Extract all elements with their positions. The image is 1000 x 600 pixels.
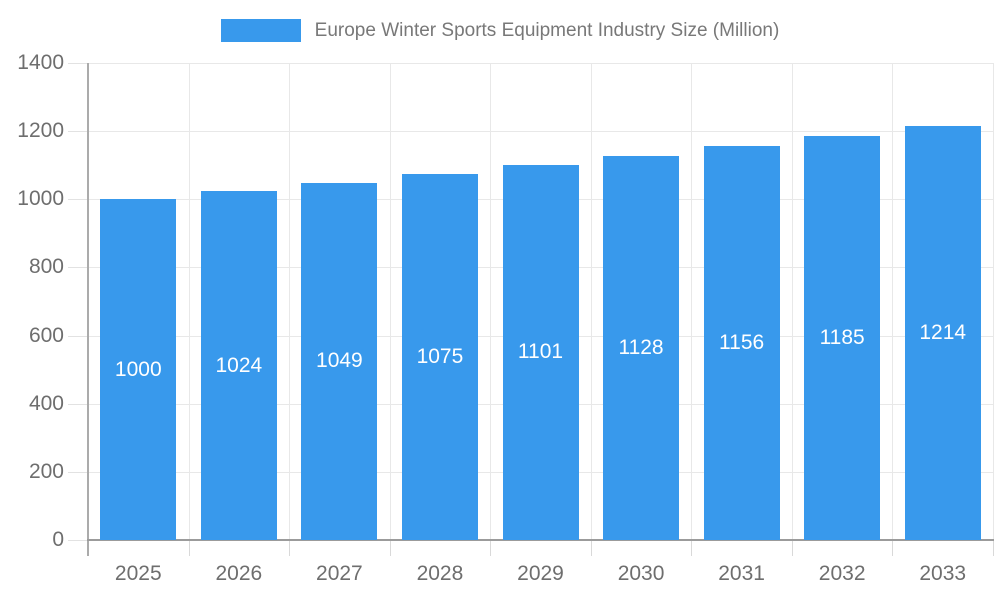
x-axis-tick (791, 540, 793, 556)
x-axis-tick (590, 540, 592, 556)
x-axis-label: 2033 (919, 562, 967, 585)
gridline-vertical (188, 63, 190, 540)
bar-value-label: 1128 (618, 335, 664, 359)
bar-value-label: 1075 (416, 344, 464, 368)
x-axis-label: 2027 (316, 562, 363, 585)
bar-value-label: 1156 (719, 331, 765, 355)
bar[interactable]: 1024 (200, 191, 277, 540)
gridline-vertical (490, 63, 492, 540)
bar[interactable]: 1000 (100, 199, 177, 540)
x-axis-label: 2028 (416, 562, 464, 585)
x-axis-tick (892, 540, 894, 556)
gridline-vertical (289, 63, 291, 540)
gridline-horizontal (88, 131, 993, 133)
y-axis-tick (68, 199, 88, 201)
bar-value-label: 1101 (517, 340, 564, 364)
x-axis-label: 2026 (215, 562, 263, 585)
x-axis-tick (490, 540, 492, 556)
x-axis-label: 2032 (818, 562, 866, 585)
gridline-horizontal (88, 63, 993, 64)
y-axis-label: 1000 (17, 187, 64, 211)
legend-item[interactable]: Europe Winter Sports Equipment Industry … (0, 19, 1000, 42)
y-axis-label: 800 (28, 255, 64, 279)
y-axis-label: 1200 (17, 119, 64, 143)
legend-label: Europe Winter Sports Equipment Industry … (314, 19, 780, 41)
bar[interactable]: 1185 (804, 136, 881, 540)
gridline-vertical (791, 63, 793, 540)
bar-value-label: 1024 (215, 353, 263, 377)
y-axis-tick (68, 471, 88, 473)
y-axis-label: 1400 (17, 51, 64, 74)
y-axis-line (87, 63, 89, 556)
y-axis-label: 600 (28, 323, 64, 347)
bar[interactable]: 1128 (603, 155, 680, 540)
gridline-vertical (389, 63, 391, 540)
x-axis-label: 2029 (517, 562, 564, 585)
bar[interactable]: 1075 (401, 173, 478, 540)
bar[interactable]: 1101 (502, 164, 579, 540)
x-axis-label: 2031 (718, 562, 765, 585)
y-axis-tick (68, 267, 88, 269)
bar[interactable]: 1049 (301, 182, 378, 540)
x-axis-tick (691, 540, 693, 556)
x-axis-label: 2025 (114, 562, 162, 585)
y-axis-tick (68, 403, 88, 405)
x-axis-tick (289, 540, 291, 556)
gridline-vertical (993, 63, 994, 540)
gridline-vertical (590, 63, 592, 540)
gridline-vertical (691, 63, 693, 540)
x-axis-tick (993, 540, 994, 556)
bar-value-label: 1185 (819, 326, 865, 350)
y-axis-tick (68, 63, 88, 64)
y-axis-tick (68, 131, 88, 133)
x-axis-label: 2030 (617, 562, 665, 585)
x-axis-tick (188, 540, 190, 556)
y-axis-label: 0 (52, 528, 64, 551)
bar-value-label: 1214 (919, 321, 967, 345)
gridline-vertical (892, 63, 894, 540)
y-axis-label: 400 (28, 391, 64, 415)
x-axis-line (87, 539, 994, 541)
bar[interactable]: 1214 (904, 126, 981, 540)
bar-value-label: 1000 (114, 357, 162, 381)
x-axis-tick (389, 540, 391, 556)
y-axis-label: 200 (28, 459, 64, 483)
y-axis-tick (68, 335, 88, 337)
bar[interactable]: 1156 (703, 146, 780, 540)
bar-value-label: 1049 (316, 349, 363, 373)
legend-swatch (220, 19, 301, 42)
y-axis-tick (68, 540, 88, 541)
